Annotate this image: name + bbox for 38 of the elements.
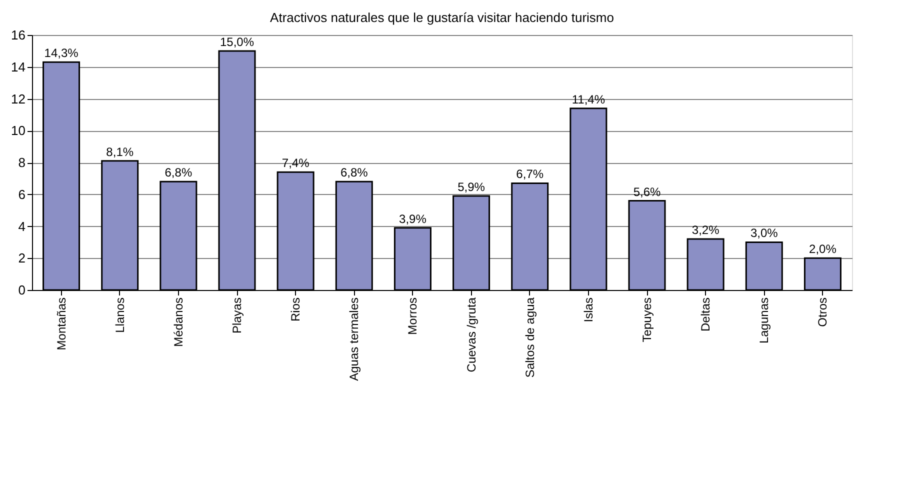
y-tick-label: 6 <box>18 186 26 202</box>
data-label: 3,0% <box>750 226 778 240</box>
x-tick-label: Islas <box>581 298 596 322</box>
x-tick-label: Montañas <box>54 298 68 350</box>
y-tick-label: 4 <box>18 218 26 234</box>
y-tick-label: 10 <box>11 123 26 138</box>
x-tick-label: Rios <box>288 298 303 322</box>
data-label: 5,6% <box>633 184 661 199</box>
data-label: 6,7% <box>516 167 544 182</box>
data-label: 5,9% <box>458 180 486 194</box>
x-tick-label: Cuevas /gruta <box>464 297 478 372</box>
data-label: 6,8% <box>340 166 368 180</box>
data-label: 3,2% <box>692 223 720 237</box>
y-tick-label: 14 <box>11 59 26 74</box>
y-tick-label: 2 <box>18 250 26 266</box>
y-tick-label: 12 <box>11 91 26 106</box>
data-label: 7,4% <box>282 156 310 170</box>
data-label: 2,0% <box>809 242 837 256</box>
y-tick-label: 0 <box>18 282 26 298</box>
x-tick-label: Playas <box>230 298 244 334</box>
data-label: 14,3% <box>44 46 79 60</box>
x-tick-label: Tepuyes <box>640 298 654 342</box>
x-tick-label: Deltas <box>698 298 713 332</box>
x-tick-label: Saltos de agua <box>522 297 537 378</box>
data-label: 6,8% <box>164 166 192 180</box>
y-tick-label: 16 <box>11 28 26 42</box>
data-label: 11,4% <box>572 92 606 106</box>
data-label: 8,1% <box>106 144 134 159</box>
data-label: 15,0% <box>220 34 254 49</box>
x-tick-label: Morros <box>406 298 420 335</box>
x-tick-label: Otros <box>816 298 830 327</box>
x-tick-label: Aguas termales <box>347 298 362 381</box>
y-tick-label: 8 <box>18 155 26 170</box>
x-tick-label: Lagunas <box>757 298 772 344</box>
x-tick-label: Médanos <box>171 298 186 347</box>
x-tick-label: Llanos <box>112 298 127 333</box>
data-label: 3,9% <box>399 212 427 226</box>
chart-title: Atractivos naturales que le gustaría visitar haciendo turismo <box>270 10 614 25</box>
